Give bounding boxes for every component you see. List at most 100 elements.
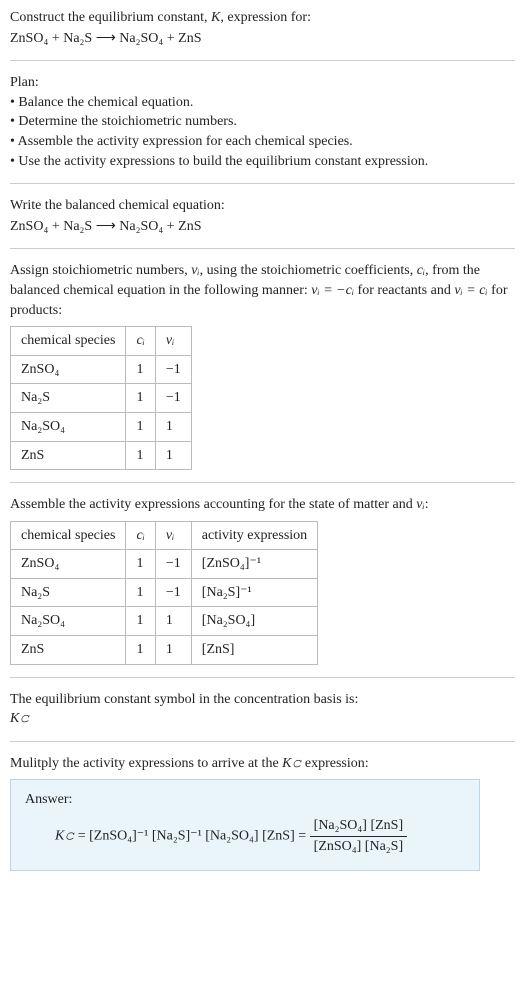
table-header: activity expression <box>191 521 317 550</box>
answer-equation: K𝚌 = [ZnSO₄]⁻¹ [Na₂S]⁻¹ [Na₂SO₄] [ZnS] =… <box>25 816 465 856</box>
cell-vi: 1 <box>155 412 191 441</box>
plan-item: Determine the stoichiometric numbers. <box>10 112 515 132</box>
cell-species: Na₂SO₄ <box>11 607 126 636</box>
cell-vi: 1 <box>155 441 191 470</box>
kc-inline: K𝚌 <box>282 756 301 771</box>
fraction: [Na₂SO₄] [ZnS] [ZnSO₄] [Na₂S] <box>310 816 407 856</box>
cell-vi: −1 <box>155 578 191 607</box>
ci-header: cᵢ <box>136 528 144 543</box>
cell-ci: 1 <box>126 636 155 665</box>
assemble-part: Assemble the activity expressions accoun… <box>10 497 416 512</box>
multiply-part: expression: <box>301 756 368 771</box>
prompt-text-b: , expression for: <box>220 10 311 25</box>
assign-part: , using the stoichiometric coefficients, <box>200 263 417 278</box>
cell-ci: 1 <box>126 384 155 413</box>
divider <box>10 741 515 742</box>
cell-species: Na₂S <box>11 384 126 413</box>
vi-header: νᵢ <box>166 528 174 543</box>
cell-species: ZnS <box>11 636 126 665</box>
balanced-equation: ZnSO₄ + Na₂S ⟶ Na₂SO₄ + ZnS <box>10 216 515 237</box>
table-header: chemical species <box>11 521 126 550</box>
kc-lhs: K𝚌 <box>55 828 74 843</box>
c-i: cᵢ <box>417 263 425 278</box>
divider <box>10 60 515 61</box>
lhs-terms: [ZnSO₄]⁻¹ [Na₂S]⁻¹ [Na₂SO₄] [ZnS] <box>89 828 295 843</box>
table-header: cᵢ <box>126 327 155 356</box>
stoich-table: chemical species cᵢ νᵢ ZnSO₄1−1 Na₂S1−1 … <box>10 326 192 470</box>
cell-vi: 1 <box>155 636 191 665</box>
header-equation: ZnSO₄ + Na₂S ⟶ Na₂SO₄ + ZnS <box>10 28 515 49</box>
ci-header: cᵢ <box>136 333 144 348</box>
cell-ci: 1 <box>126 412 155 441</box>
equation-reactants: ZnSO₄ + Na₂S <box>10 31 92 46</box>
cell-species: ZnSO₄ <box>11 355 126 384</box>
vi-header: νᵢ <box>166 333 174 348</box>
table-row: ZnSO₄1−1 <box>11 355 192 384</box>
assign-text: Assign stoichiometric numbers, νᵢ, using… <box>10 261 515 320</box>
cell-species: ZnS <box>11 441 126 470</box>
table-row: Na₂S1−1 <box>11 384 192 413</box>
cell-activity: [Na₂S]⁻¹ <box>191 578 317 607</box>
cell-vi: 1 <box>155 607 191 636</box>
plan-item: Balance the chemical equation. <box>10 93 515 113</box>
balanced-reactants: ZnSO₄ + Na₂S <box>10 219 92 234</box>
assign-part: for reactants and <box>354 283 454 298</box>
kc-value: K𝚌 <box>10 711 29 726</box>
plan-list: Balance the chemical equation. Determine… <box>10 93 515 171</box>
multiply-part: Mulitply the activity expressions to arr… <box>10 756 282 771</box>
prompt-text-a: Construct the equilibrium constant, <box>10 10 211 25</box>
arrow-icon: ⟶ <box>96 217 116 233</box>
cell-ci: 1 <box>126 550 155 579</box>
equals: = <box>78 828 89 843</box>
divider <box>10 248 515 249</box>
divider <box>10 183 515 184</box>
balanced-intro: Write the balanced chemical equation: <box>10 196 515 216</box>
nu-i: νᵢ <box>416 497 424 512</box>
table-row: ZnS11 <box>11 441 192 470</box>
relation: νᵢ = cᵢ <box>454 283 487 298</box>
cell-species: Na₂S <box>11 578 126 607</box>
table-header: νᵢ <box>155 327 191 356</box>
relation: νᵢ = −cᵢ <box>311 283 354 298</box>
equals: = <box>298 828 309 843</box>
table-row: Na₂SO₄11[Na₂SO₄] <box>11 607 318 636</box>
assign-part: Assign stoichiometric numbers, <box>10 263 191 278</box>
plan-item: Assemble the activity expression for eac… <box>10 132 515 152</box>
activity-table: chemical species cᵢ νᵢ activity expressi… <box>10 521 318 665</box>
symbol-text: The equilibrium constant symbol in the c… <box>10 690 515 710</box>
table-header-row: chemical species cᵢ νᵢ <box>11 327 192 356</box>
answer-label: Answer: <box>25 790 465 810</box>
cell-ci: 1 <box>126 441 155 470</box>
table-row: ZnS11[ZnS] <box>11 636 318 665</box>
cell-species: ZnSO₄ <box>11 550 126 579</box>
cell-vi: −1 <box>155 355 191 384</box>
table-row: ZnSO₄1−1[ZnSO₄]⁻¹ <box>11 550 318 579</box>
table-header-row: chemical species cᵢ νᵢ activity expressi… <box>11 521 318 550</box>
cell-vi: −1 <box>155 550 191 579</box>
table-header: chemical species <box>11 327 126 356</box>
prompt: Construct the equilibrium constant, K, e… <box>10 8 515 28</box>
fraction-numerator: [Na₂SO₄] [ZnS] <box>310 816 407 837</box>
fraction-denominator: [ZnSO₄] [Na₂S] <box>310 837 407 857</box>
table-header: cᵢ <box>126 521 155 550</box>
balanced-products: Na₂SO₄ + ZnS <box>119 219 201 234</box>
arrow-icon: ⟶ <box>96 29 116 45</box>
table-header: νᵢ <box>155 521 191 550</box>
kc-symbol: K𝚌 <box>10 709 515 729</box>
divider <box>10 677 515 678</box>
cell-ci: 1 <box>126 578 155 607</box>
answer-box: Answer: K𝚌 = [ZnSO₄]⁻¹ [Na₂S]⁻¹ [Na₂SO₄]… <box>10 779 480 871</box>
table-row: Na₂SO₄11 <box>11 412 192 441</box>
cell-vi: −1 <box>155 384 191 413</box>
cell-activity: [ZnS] <box>191 636 317 665</box>
plan-item: Use the activity expressions to build th… <box>10 152 515 172</box>
cell-species: Na₂SO₄ <box>11 412 126 441</box>
cell-activity: [Na₂SO₄] <box>191 607 317 636</box>
assemble-text: Assemble the activity expressions accoun… <box>10 495 515 515</box>
cell-ci: 1 <box>126 607 155 636</box>
multiply-text: Mulitply the activity expressions to arr… <box>10 754 515 774</box>
plan-title: Plan: <box>10 73 515 93</box>
nu-i: νᵢ <box>191 263 199 278</box>
divider <box>10 482 515 483</box>
assemble-part: : <box>425 497 429 512</box>
